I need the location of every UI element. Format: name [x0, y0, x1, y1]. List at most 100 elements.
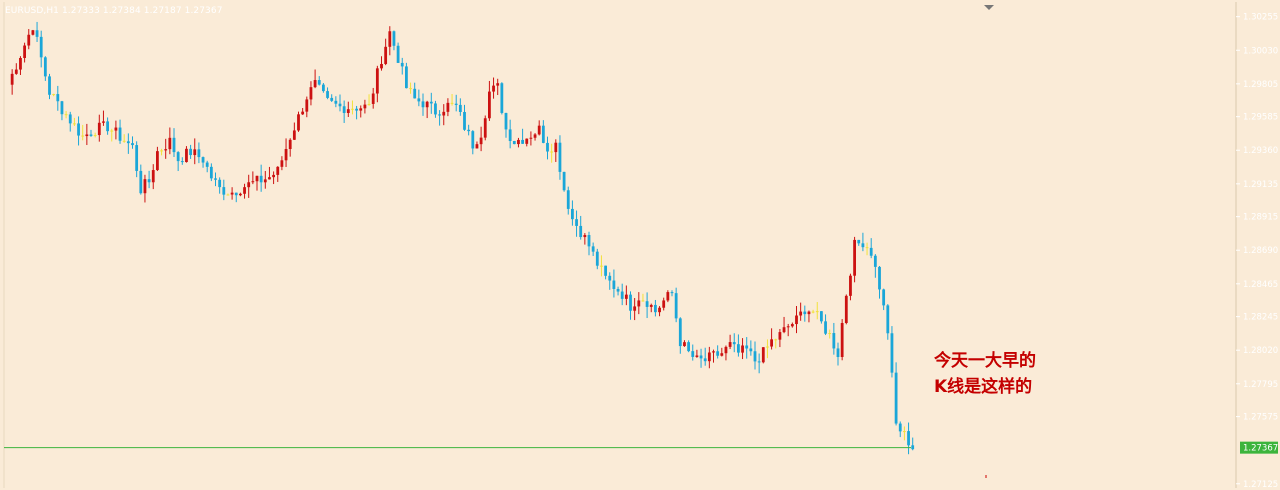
candle-body [251, 181, 255, 183]
candles-group [10, 21, 915, 455]
candle-body [857, 239, 861, 244]
candle-body [795, 315, 798, 325]
candle-body [48, 76, 51, 95]
candle-body [147, 179, 151, 183]
candle-body [691, 351, 695, 357]
candle-body [64, 114, 68, 116]
candle-body [259, 175, 263, 183]
candle-body [757, 361, 761, 363]
candle-body [222, 187, 226, 195]
candle-body [334, 100, 338, 104]
candle-body [517, 139, 520, 145]
symbol-label: EURUSD,H1 [5, 6, 60, 16]
candle-body [654, 304, 657, 313]
candle-body [384, 46, 388, 64]
candle-body [189, 148, 192, 156]
chart-header: EURUSD,H1 1.27333 1.27384 1.27187 1.2736… [5, 6, 223, 16]
candle-body [209, 166, 213, 179]
candle-body [27, 34, 31, 46]
candle-body [458, 104, 462, 112]
candle-body [579, 225, 583, 238]
candle-body [782, 327, 786, 333]
candle-body [19, 57, 22, 70]
y-tick-label: 1.30030 [1243, 46, 1278, 56]
candle-body [205, 162, 209, 167]
candle-body [716, 351, 720, 356]
candle-body [811, 311, 815, 313]
candle-body [550, 151, 554, 153]
candle-body [284, 149, 288, 161]
candle-body [894, 372, 898, 424]
candle-body [861, 243, 865, 248]
candle-body [106, 121, 109, 132]
candle-body [380, 63, 383, 69]
candle-body [31, 30, 35, 35]
candle-body [637, 300, 641, 307]
candle-body [504, 112, 508, 130]
candle-body [587, 235, 591, 247]
bid-line-group: 1.27367 [4, 441, 1278, 454]
candle-body [886, 305, 890, 334]
candle-body [23, 45, 26, 58]
candle-body [68, 114, 72, 124]
candle-body [882, 289, 886, 306]
candle-body [849, 275, 852, 296]
candle-body [288, 139, 292, 150]
y-tick-label: 1.27125 [1243, 480, 1278, 490]
candle-body [537, 125, 541, 135]
candle-body [529, 137, 533, 139]
candle-body [351, 108, 354, 110]
y-tick-label: 1.28690 [1243, 246, 1278, 256]
candle-body [172, 137, 176, 153]
candle-body [624, 294, 628, 299]
candle-body [255, 175, 259, 182]
y-tick-label: 1.29135 [1243, 180, 1278, 190]
candle-body [396, 45, 400, 63]
candle-body [230, 192, 234, 195]
candle-body [496, 83, 500, 86]
candle-body [658, 307, 661, 313]
candle-body [488, 91, 491, 119]
candle-body [712, 351, 715, 353]
candle-body [268, 177, 271, 180]
candle-body [201, 157, 205, 163]
candle-body [317, 80, 321, 85]
candle-body [903, 431, 906, 433]
candle-body [313, 80, 317, 88]
candle-body [649, 304, 653, 307]
candle-body [454, 103, 458, 105]
candle-body [629, 294, 632, 311]
candle-body [707, 352, 711, 362]
candle-body [873, 255, 877, 267]
candle-body [276, 166, 280, 175]
candle-body [110, 130, 114, 132]
candle-body [425, 101, 429, 108]
candle-body [156, 151, 159, 171]
candle-body [753, 351, 757, 362]
candle-body [778, 332, 782, 340]
y-tick-label: 1.28245 [1243, 313, 1278, 323]
candle-body [645, 301, 649, 307]
candle-body [56, 94, 60, 102]
candle-body [180, 161, 184, 163]
candle-body [595, 251, 599, 266]
y-tick-label: 1.30255 [1243, 13, 1278, 23]
candle-body [197, 149, 201, 158]
candle-body [844, 295, 848, 323]
candle-body [367, 103, 371, 105]
y-tick-label: 1.28915 [1243, 213, 1278, 223]
candle-body [131, 143, 134, 146]
candle-body [766, 346, 769, 348]
candle-body [620, 291, 624, 299]
candle-body [151, 170, 155, 183]
candle-body [546, 142, 549, 152]
candle-body [301, 111, 305, 115]
candle-body [728, 342, 732, 347]
candle-body [226, 194, 230, 196]
candle-body [14, 69, 18, 74]
candle-body [699, 355, 703, 359]
candle-body [678, 318, 682, 347]
candle-body [139, 170, 143, 194]
